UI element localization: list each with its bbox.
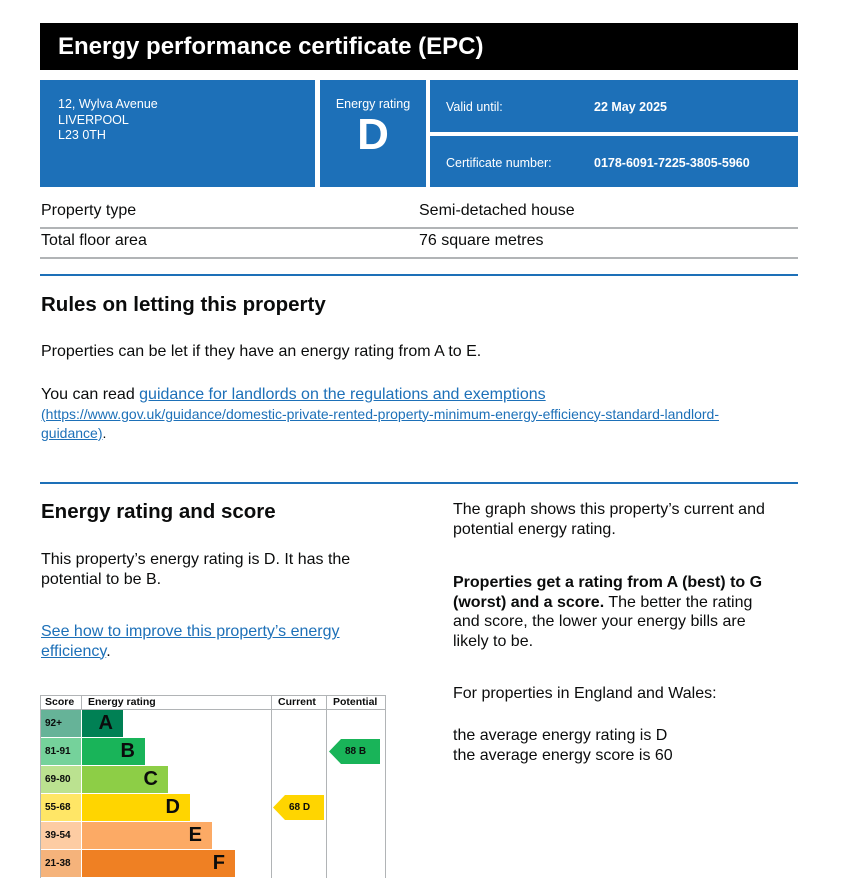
graph-right-border [385, 695, 386, 878]
graph-header-border [40, 709, 386, 710]
band-score-b: 81-91 [41, 738, 81, 765]
graph-header-current: Current [278, 696, 316, 708]
band-bar-f: F [82, 850, 235, 877]
graph-explanation-line-1: The graph shows this property’s current … [453, 501, 765, 518]
improve-efficiency-suffix: . [106, 642, 111, 660]
average-rating-info: the average energy rating is D the avera… [453, 726, 673, 765]
graph-left-border [40, 695, 41, 878]
band-score-d: 55-68 [41, 794, 81, 821]
band-bar-d: D [82, 794, 190, 821]
energy-rating-paragraph: This property’s energy rating is D. It h… [41, 550, 350, 589]
graph-current-divider [271, 695, 272, 878]
graph-score-divider [81, 695, 82, 709]
improve-efficiency-paragraph: See how to improve this property’s energ… [41, 622, 340, 661]
property-type-row: Property type Semi-detached house [40, 197, 798, 229]
address-line-3: L23 0TH [58, 128, 106, 142]
england-wales-label: For properties in England and Wales: [453, 685, 717, 702]
energy-rating-label: Energy rating [335, 97, 411, 111]
guidance-prefix: You can read [41, 386, 140, 403]
energy-rating-letter: D [357, 110, 389, 159]
certificate-number-label: Certificate number: [446, 156, 552, 170]
certificate-number-panel: Certificate number: 0178-6091-7225-3805-… [430, 136, 798, 187]
landlord-guidance-link[interactable]: guidance for landlords on the regulation… [139, 386, 546, 403]
floor-area-value: 76 square metres [419, 232, 544, 249]
average-score-line: the average energy score is 60 [453, 746, 673, 764]
graph-header-score: Score [45, 696, 75, 708]
rating-scale-bold-2: (worst) and a score. [453, 593, 605, 611]
band-bar-a: A [82, 710, 123, 737]
graph-potential-divider [326, 695, 327, 878]
rating-scale-text-3: likely to be. [453, 632, 534, 650]
letting-guidance-paragraph: You can read guidance for landlords on t… [41, 385, 801, 444]
band-score-e: 39-54 [41, 822, 81, 849]
landlord-guidance-url-line-1[interactable]: (https://www.gov.uk/guidance/domestic-pr… [41, 405, 719, 422]
improve-efficiency-link-line-2[interactable]: efficiency [41, 642, 107, 660]
potential-rating-arrow: 88 B [329, 739, 380, 764]
band-score-f: 21-38 [41, 850, 81, 877]
valid-until-label: Valid until: [446, 100, 503, 114]
band-bar-c: C [82, 766, 168, 793]
band-score-a: 92+ [41, 710, 81, 737]
graph-top-border [40, 695, 386, 696]
rating-scale-bold-1: Properties get a rating from A (best) to… [453, 574, 763, 591]
page-title: Energy performance certificate (EPC) [40, 23, 798, 70]
energy-rating-panel: Energy rating D [320, 80, 426, 187]
floor-area-label: Total floor area [41, 232, 147, 249]
average-rating-line: the average energy rating is D [453, 727, 668, 744]
band-bar-e: E [82, 822, 212, 849]
valid-until-panel: Valid until: 22 May 2025 [430, 80, 798, 132]
improve-efficiency-link-line-1[interactable]: See how to improve this property’s energ… [41, 623, 340, 640]
address-panel: 12, Wylva Avenue LIVERPOOL L23 0TH [40, 80, 315, 187]
address-line-2: LIVERPOOL [58, 112, 129, 127]
landlord-guidance-url-line-2[interactable]: guidance) [41, 425, 103, 441]
graph-explanation: The graph shows this property’s current … [453, 500, 765, 539]
property-type-label: Property type [41, 202, 137, 219]
floor-area-row: Total floor area 76 square metres [40, 227, 798, 259]
rating-scale-text-1: The better the rating [604, 593, 753, 611]
valid-until-value: 22 May 2025 [594, 100, 667, 114]
graph-header-rating: Energy rating [88, 696, 156, 708]
certificate-number-value: 0178-6091-7225-3805-5960 [594, 156, 750, 170]
guidance-suffix: . [102, 425, 107, 441]
section-divider [40, 482, 798, 484]
energy-rating-graph: Score Energy rating Current Potential 92… [40, 695, 386, 878]
address-line-1: 12, Wylva Avenue [58, 97, 158, 111]
energy-rating-text-2: potential to be B. [41, 570, 162, 588]
letting-heading: Rules on letting this property [41, 293, 326, 316]
energy-rating-text-1: This property’s energy rating is D. It h… [41, 551, 351, 568]
band-bar-b: B [82, 738, 145, 765]
current-rating-arrow: 68 D [273, 795, 324, 820]
rating-scale-text-2: and score, the lower your energy bills a… [453, 613, 746, 630]
letting-paragraph: Properties can be let if they have an en… [41, 343, 482, 360]
graph-header-potential: Potential [333, 696, 378, 708]
band-score-c: 69-80 [41, 766, 81, 793]
section-divider [40, 274, 798, 276]
property-type-value: Semi-detached house [419, 202, 575, 219]
rating-scale-explanation: Properties get a rating from A (best) to… [453, 573, 762, 651]
graph-explanation-line-2: potential energy rating. [453, 520, 616, 538]
energy-rating-heading: Energy rating and score [41, 500, 276, 523]
